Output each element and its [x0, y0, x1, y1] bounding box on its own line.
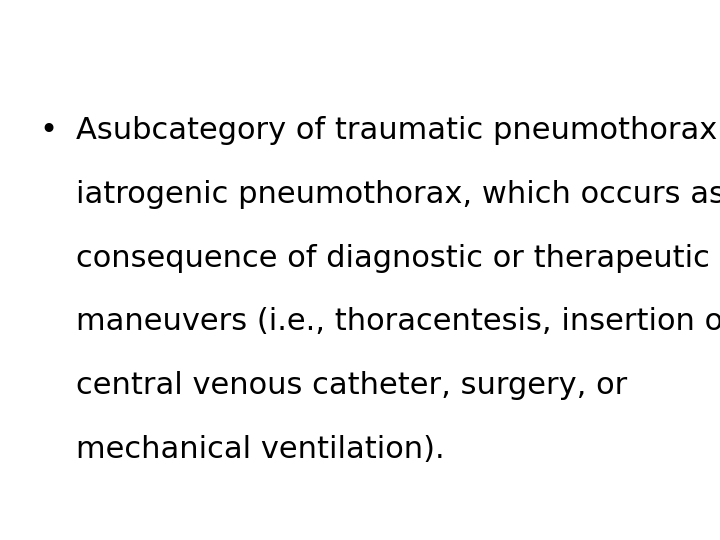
- Text: maneuvers (i.e., thoracentesis, insertion of a: maneuvers (i.e., thoracentesis, insertio…: [76, 307, 720, 336]
- Text: •: •: [40, 116, 58, 145]
- Text: iatrogenic pneumothorax, which occurs as a: iatrogenic pneumothorax, which occurs as…: [76, 180, 720, 209]
- Text: central venous catheter, surgery, or: central venous catheter, surgery, or: [76, 371, 627, 400]
- Text: mechanical ventilation).: mechanical ventilation).: [76, 435, 444, 464]
- Text: consequence of diagnostic or therapeutic: consequence of diagnostic or therapeutic: [76, 244, 709, 273]
- Text: Asubcategory of traumatic pneumothorax is: Asubcategory of traumatic pneumothorax i…: [76, 116, 720, 145]
